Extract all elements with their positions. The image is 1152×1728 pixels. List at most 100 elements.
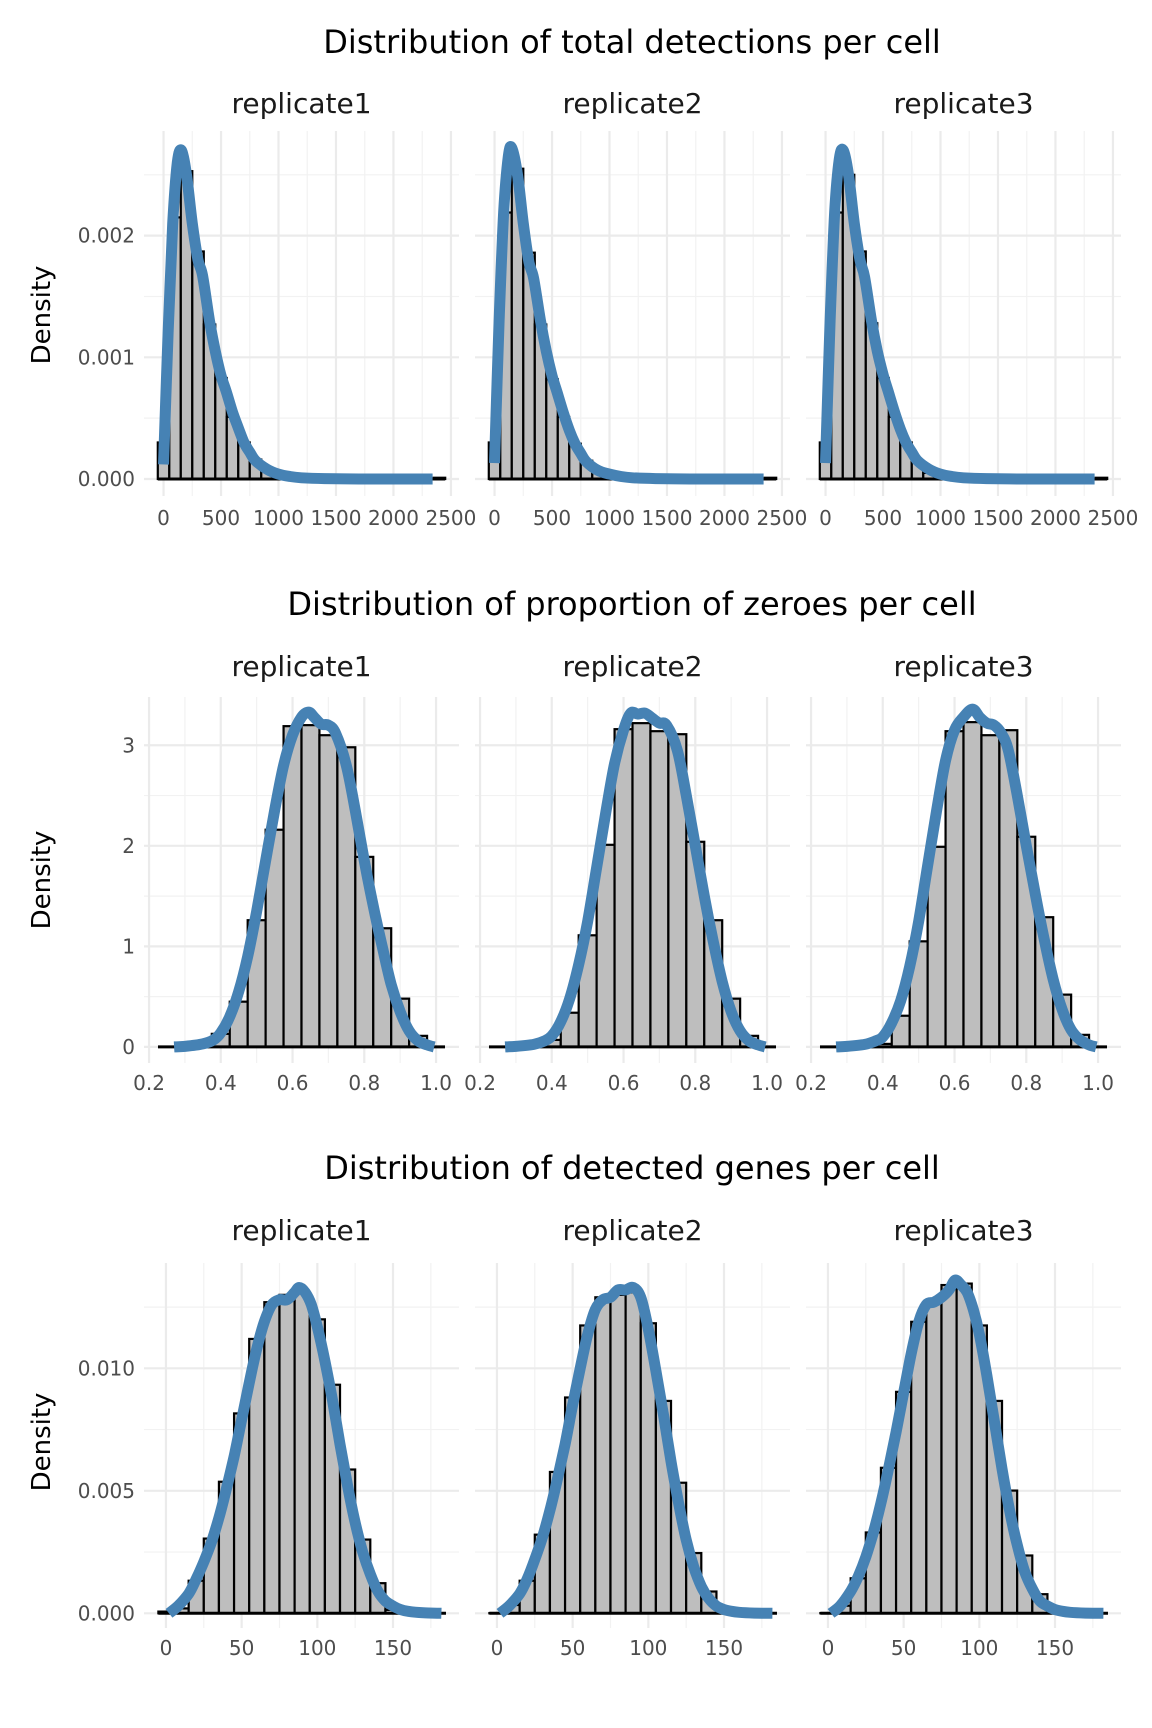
- x-tick-label: 0: [160, 1636, 173, 1660]
- x-tick-label: 150: [1036, 1636, 1074, 1660]
- x-axis-tick-labels: 0 500 1000 1500 2000 2500: [819, 506, 1138, 530]
- plot-detected-genes: Distribution of detected genes per cell …: [27, 1149, 1121, 1660]
- x-tick-label: 1.0: [751, 1071, 783, 1095]
- x-tick-label: 50: [560, 1636, 585, 1660]
- x-axis-tick-labels: 0 500 1000 1500 2000 2500: [157, 506, 476, 530]
- histogram-bar: [318, 734, 339, 1049]
- x-tick-label: 2500: [1087, 506, 1138, 530]
- histogram-bar: [609, 1293, 627, 1615]
- x-tick-label: 1500: [642, 506, 693, 530]
- y-tick-label: 1: [122, 934, 135, 958]
- x-tick-label: 0.4: [205, 1071, 237, 1095]
- x-tick-label: 0.2: [133, 1071, 165, 1095]
- x-axis-tick-labels: 0.2 0.4 0.6 0.8 1.0: [133, 1071, 452, 1095]
- density-curve: [504, 706, 767, 1053]
- x-tick-label: 0.2: [795, 1071, 827, 1095]
- facet-replicate1: replicate1 0.2 0.4 0.6 0.8 1.0 0 1 2 3: [122, 650, 459, 1095]
- x-tick-label: 0: [819, 506, 832, 530]
- plot-title: Distribution of detected genes per cell: [324, 1149, 940, 1187]
- histogram-bar: [944, 730, 965, 1049]
- facet-strip-label: replicate1: [231, 87, 371, 120]
- x-tick-label: 1.0: [420, 1071, 452, 1095]
- facet-strip-label: replicate3: [893, 1214, 1033, 1247]
- x-tick-label: 0.4: [867, 1071, 899, 1095]
- facet-strip-label: replicate3: [893, 650, 1033, 683]
- y-axis-tick-labels: 0.000 0.005 0.010: [78, 1356, 135, 1625]
- x-axis-tick-labels: 0.2 0.4 0.6 0.8 1.0: [795, 1071, 1114, 1095]
- x-tick-label: 2500: [756, 506, 807, 530]
- plot-title: Distribution of total detections per cel…: [323, 23, 941, 61]
- histogram-bars: [157, 724, 446, 1049]
- histogram-bar: [624, 1291, 642, 1615]
- x-tick-label: 50: [891, 1636, 916, 1660]
- x-tick-label: 2000: [699, 506, 750, 530]
- x-tick-label: 2500: [425, 506, 476, 530]
- y-tick-label: 0.005: [78, 1479, 135, 1503]
- density-curve: [496, 1281, 773, 1619]
- density-curve: [158, 144, 433, 485]
- x-axis-tick-labels: 0 50 100 150: [160, 1636, 413, 1660]
- facet-replicate3: replicate3 0.2 0.4 0.6 0.8 1.0: [795, 650, 1121, 1095]
- histogram-bar: [594, 1296, 612, 1615]
- facet-strip-label: replicate2: [562, 87, 702, 120]
- histogram-bar: [925, 1302, 943, 1615]
- y-axis-tick-labels: 0.000 0.001 0.002: [78, 224, 135, 491]
- y-tick-label: 0.002: [78, 224, 135, 248]
- x-tick-label: 150: [705, 1636, 743, 1660]
- facet-replicate1: replicate1 0 500 1000 1500 2000 25000.0000.00…: [78, 87, 477, 530]
- histogram-bars: [488, 722, 777, 1049]
- facet-strip-label: replicate1: [231, 650, 371, 683]
- x-axis-tick-labels: 0 50 100 150: [822, 1636, 1075, 1660]
- x-tick-label: 1.0: [1082, 1071, 1114, 1095]
- plot-title: Distribution of proportion of zeroes per…: [287, 585, 976, 623]
- y-axis-label: Density: [27, 831, 57, 930]
- density-curve: [820, 143, 1095, 485]
- histogram-bar: [300, 724, 321, 1049]
- plot-proportion-zeroes: Distribution of proportion of zeroes per…: [27, 585, 1121, 1095]
- y-tick-label: 0.001: [78, 345, 135, 369]
- x-tick-label: 1500: [311, 506, 362, 530]
- x-tick-label: 100: [298, 1636, 336, 1660]
- x-tick-label: 50: [229, 1636, 254, 1660]
- x-tick-label: 500: [864, 506, 902, 530]
- y-axis-tick-labels: 0 1 2 3: [122, 733, 135, 1059]
- x-axis-tick-labels: 0.2 0.4 0.6 0.8 1.0: [464, 1071, 783, 1095]
- x-tick-label: 0: [822, 1636, 835, 1660]
- density-curve: [489, 141, 764, 485]
- facet-replicate3: replicate3 0 50 100 150: [806, 1214, 1121, 1660]
- y-axis-label: Density: [27, 266, 57, 365]
- x-tick-label: 0.8: [348, 1071, 380, 1095]
- facet-strip-label: replicate2: [562, 1214, 702, 1247]
- x-tick-label: 100: [629, 1636, 667, 1660]
- x-tick-label: 0.6: [277, 1071, 309, 1095]
- histogram-bar: [278, 1293, 296, 1615]
- x-tick-label: 0.6: [939, 1071, 971, 1095]
- x-axis-tick-labels: 0 50 100 150: [491, 1636, 744, 1660]
- density-curve: [173, 706, 436, 1053]
- x-tick-label: 0.6: [608, 1071, 640, 1095]
- histogram-bar: [980, 734, 1001, 1049]
- density-curve: [827, 1274, 1104, 1619]
- x-tick-label: 0.8: [679, 1071, 711, 1095]
- x-tick-label: 0.8: [1010, 1071, 1042, 1095]
- facet-replicate2: replicate2 0 500 1000 1500 2000 2500: [475, 87, 807, 530]
- y-axis-label: Density: [27, 1393, 57, 1492]
- x-tick-label: 1000: [915, 506, 966, 530]
- facet-strip-label: replicate1: [231, 1214, 371, 1247]
- histogram-bar: [649, 730, 670, 1049]
- histogram-bar: [263, 1301, 281, 1615]
- histogram-bars: [819, 721, 1108, 1049]
- histogram-bar: [962, 721, 983, 1049]
- histogram-bar: [631, 722, 652, 1049]
- x-tick-label: 0: [488, 506, 501, 530]
- histogram-bar: [940, 1283, 958, 1615]
- y-tick-label: 0.000: [78, 467, 135, 491]
- density-curve: [835, 703, 1098, 1053]
- x-axis-tick-labels: 0 500 1000 1500 2000 2500: [488, 506, 807, 530]
- density-curve: [165, 1282, 442, 1619]
- x-tick-label: 150: [374, 1636, 412, 1660]
- histogram-bar: [293, 1291, 311, 1615]
- plot-total-detections: Distribution of total detections per cel…: [27, 23, 1138, 530]
- y-tick-label: 0.000: [78, 1601, 135, 1625]
